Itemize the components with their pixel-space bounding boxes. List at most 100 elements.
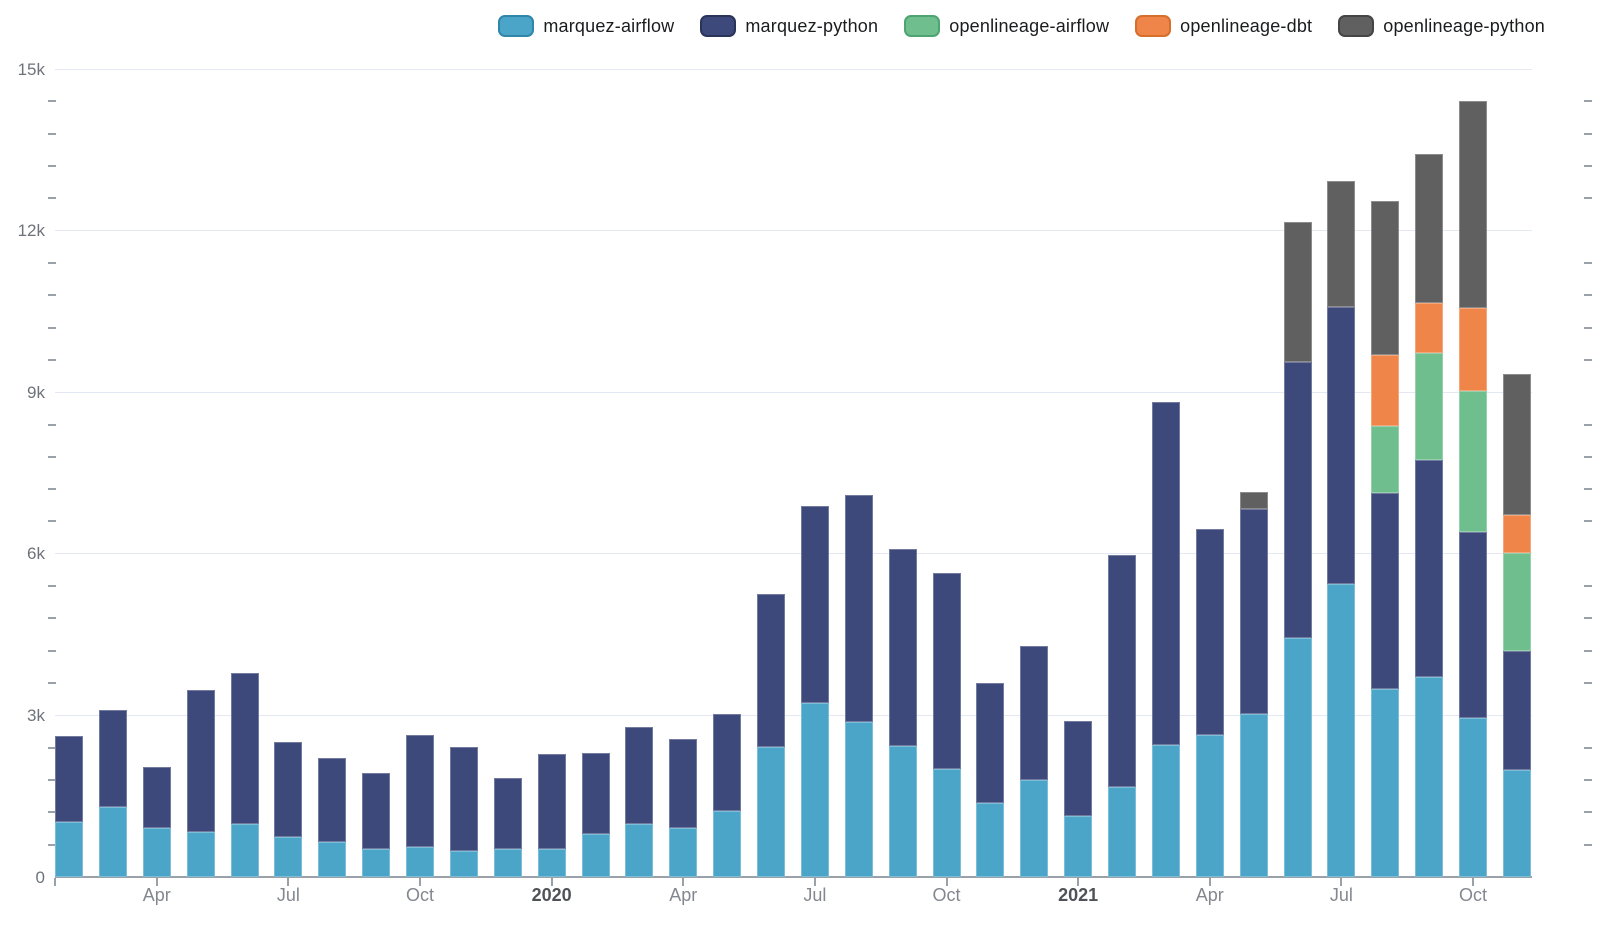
bar-segment-marquez-airflow[interactable] bbox=[362, 849, 391, 877]
bar-segment-marquez-airflow[interactable] bbox=[976, 802, 1005, 877]
bar-segment-marquez-airflow[interactable] bbox=[1459, 718, 1487, 877]
bar-segment-marquez-python[interactable] bbox=[55, 736, 83, 822]
bar-segment-marquez-airflow[interactable] bbox=[406, 846, 434, 877]
bar-segment-marquez-airflow[interactable] bbox=[669, 827, 698, 877]
x-axis-label: 2020 bbox=[531, 885, 572, 905]
bar-segment-marquez-airflow[interactable] bbox=[1415, 676, 1444, 877]
bar-segment-marquez-airflow[interactable] bbox=[142, 827, 171, 877]
bar-segment-openlineage-airflow[interactable] bbox=[1459, 390, 1487, 532]
bar-segment-marquez-python[interactable] bbox=[493, 778, 522, 850]
bar-segment-marquez-airflow[interactable] bbox=[713, 810, 742, 877]
bar-segment-marquez-python[interactable] bbox=[318, 757, 347, 843]
bar-segment-marquez-airflow[interactable] bbox=[932, 768, 961, 877]
bar-segment-marquez-python[interactable] bbox=[976, 683, 1005, 803]
bar-segment-marquez-python[interactable] bbox=[1502, 650, 1531, 770]
bar-segment-marquez-python[interactable] bbox=[932, 572, 961, 769]
bar-segment-marquez-airflow[interactable] bbox=[1239, 714, 1268, 877]
bar-segment-marquez-python[interactable] bbox=[1283, 362, 1312, 638]
bar-segment-marquez-airflow[interactable] bbox=[1283, 637, 1312, 877]
bar-segment-marquez-airflow[interactable] bbox=[625, 823, 654, 877]
bar-segment-marquez-python[interactable] bbox=[713, 714, 742, 811]
bar-segment-marquez-airflow[interactable] bbox=[1327, 583, 1356, 877]
bar-segment-marquez-airflow[interactable] bbox=[186, 832, 215, 877]
bar-segment-marquez-airflow[interactable] bbox=[888, 745, 917, 877]
bar-segment-marquez-airflow[interactable] bbox=[318, 842, 347, 877]
bar-segment-openlineage-python[interactable] bbox=[1459, 101, 1487, 309]
y-minor-tick-right bbox=[1584, 294, 1592, 297]
bar-segment-marquez-python[interactable] bbox=[581, 752, 610, 834]
bar-segment-openlineage-airflow[interactable] bbox=[1371, 425, 1400, 493]
bar-segment-marquez-airflow[interactable] bbox=[449, 850, 478, 877]
bar-segment-openlineage-airflow[interactable] bbox=[1415, 353, 1444, 460]
bar-segment-marquez-airflow[interactable] bbox=[1371, 689, 1400, 877]
x-axis-label: 2021 bbox=[1058, 885, 1099, 905]
bar-segment-marquez-airflow[interactable] bbox=[1020, 780, 1049, 877]
x-axis-label: Jul bbox=[276, 885, 300, 905]
bar-segment-marquez-python[interactable] bbox=[1020, 646, 1049, 781]
bar-segment-marquez-python[interactable] bbox=[1459, 532, 1487, 719]
bar-2019-07 bbox=[274, 742, 303, 877]
bar-segment-marquez-python[interactable] bbox=[844, 495, 873, 722]
bar-segment-marquez-airflow[interactable] bbox=[1108, 787, 1136, 877]
bar-segment-marquez-airflow[interactable] bbox=[1195, 735, 1224, 877]
bar-segment-marquez-airflow[interactable] bbox=[1502, 769, 1531, 877]
bar-segment-marquez-airflow[interactable] bbox=[537, 849, 566, 877]
bar-segment-marquez-python[interactable] bbox=[1415, 459, 1444, 677]
bar-segment-marquez-python[interactable] bbox=[537, 753, 566, 849]
bar-segment-openlineage-dbt[interactable] bbox=[1371, 354, 1400, 426]
bar-segment-openlineage-python[interactable] bbox=[1415, 154, 1444, 304]
bar-segment-marquez-python[interactable] bbox=[1195, 529, 1224, 736]
legend-item-marquez-python[interactable]: marquez-python bbox=[700, 15, 878, 37]
legend-item-marquez-airflow[interactable]: marquez-airflow bbox=[498, 15, 674, 37]
bar-segment-marquez-airflow[interactable] bbox=[757, 746, 785, 877]
bar-segment-openlineage-python[interactable] bbox=[1239, 491, 1268, 510]
bar-segment-marquez-python[interactable] bbox=[230, 672, 259, 824]
bar-segment-marquez-python[interactable] bbox=[625, 726, 654, 824]
bar-segment-marquez-airflow[interactable] bbox=[493, 849, 522, 877]
legend-item-openlineage-python[interactable]: openlineage-python bbox=[1338, 15, 1545, 37]
bar-segment-marquez-python[interactable] bbox=[888, 548, 917, 746]
y-minor-tick-right bbox=[1584, 197, 1592, 200]
bar-segment-marquez-airflow[interactable] bbox=[98, 806, 127, 877]
bar-segment-marquez-python[interactable] bbox=[449, 746, 478, 851]
bar-segment-marquez-airflow[interactable] bbox=[55, 821, 83, 877]
bar-segment-openlineage-python[interactable] bbox=[1502, 373, 1531, 515]
x-axis-label: Apr bbox=[1195, 885, 1224, 905]
bar-segment-marquez-python[interactable] bbox=[757, 593, 785, 747]
bar-segment-openlineage-python[interactable] bbox=[1371, 200, 1400, 355]
y-minor-tick-right bbox=[1584, 358, 1592, 361]
bar-segment-marquez-python[interactable] bbox=[1064, 721, 1093, 817]
bar-segment-marquez-python[interactable] bbox=[274, 742, 303, 838]
x-axis-tick bbox=[682, 878, 685, 886]
bar-segment-marquez-python[interactable] bbox=[669, 739, 698, 828]
legend-item-openlineage-airflow[interactable]: openlineage-airflow bbox=[904, 15, 1109, 37]
bar-segment-marquez-python[interactable] bbox=[1108, 554, 1136, 788]
x-axis-tick bbox=[945, 878, 948, 886]
bar-segment-marquez-python[interactable] bbox=[142, 767, 171, 828]
bar-segment-marquez-python[interactable] bbox=[1327, 307, 1356, 584]
bar-segment-openlineage-dbt[interactable] bbox=[1415, 303, 1444, 354]
legend-item-openlineage-dbt[interactable]: openlineage-dbt bbox=[1135, 15, 1312, 37]
bar-segment-marquez-airflow[interactable] bbox=[274, 837, 303, 877]
bar-segment-openlineage-dbt[interactable] bbox=[1459, 308, 1487, 391]
bar-segment-openlineage-dbt[interactable] bbox=[1502, 514, 1531, 554]
bar-segment-marquez-python[interactable] bbox=[1151, 402, 1180, 745]
bar-segment-openlineage-airflow[interactable] bbox=[1502, 553, 1531, 651]
y-minor-tick-left bbox=[48, 585, 56, 588]
bar-segment-openlineage-python[interactable] bbox=[1283, 222, 1312, 363]
bar-segment-marquez-python[interactable] bbox=[98, 709, 127, 807]
bar-segment-marquez-airflow[interactable] bbox=[230, 823, 259, 877]
bar-segment-marquez-python[interactable] bbox=[1371, 492, 1400, 690]
bar-segment-marquez-python[interactable] bbox=[800, 506, 829, 703]
bar-segment-marquez-python[interactable] bbox=[1239, 509, 1268, 715]
bar-segment-openlineage-python[interactable] bbox=[1327, 180, 1356, 308]
bar-segment-marquez-airflow[interactable] bbox=[844, 721, 873, 877]
bar-segment-marquez-python[interactable] bbox=[362, 773, 391, 850]
bar-segment-marquez-airflow[interactable] bbox=[1151, 744, 1180, 877]
bar-segment-marquez-airflow[interactable] bbox=[581, 833, 610, 877]
bar-segment-marquez-airflow[interactable] bbox=[1064, 816, 1093, 877]
bar-segment-marquez-airflow[interactable] bbox=[800, 702, 829, 877]
bar-segment-marquez-python[interactable] bbox=[406, 735, 434, 847]
bar-segment-marquez-python[interactable] bbox=[186, 689, 215, 833]
